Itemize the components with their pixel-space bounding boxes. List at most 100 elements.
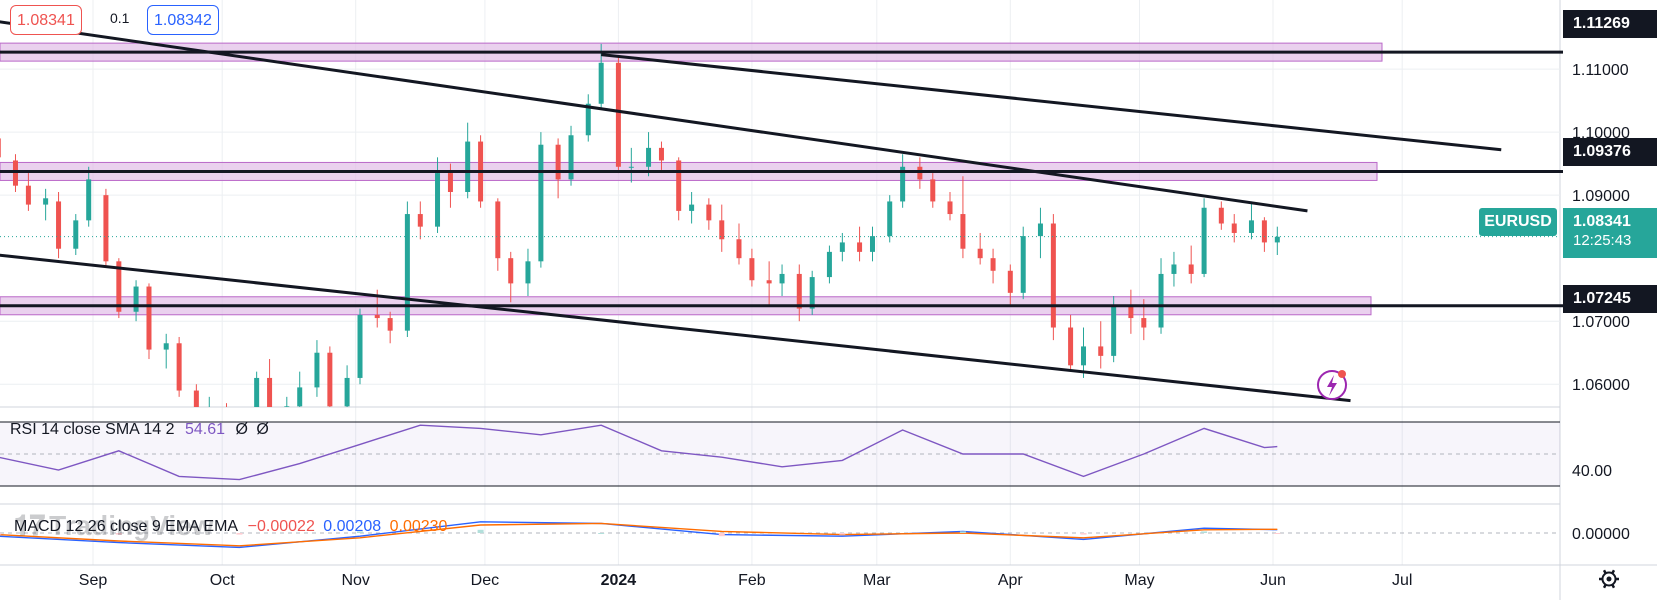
candle-body	[1201, 207, 1207, 274]
candle-body	[779, 273, 785, 284]
signal-line	[0, 522, 1278, 547]
candle-body	[12, 160, 18, 186]
macd-histogram-bar	[839, 533, 846, 535]
candle-body	[465, 141, 471, 192]
time-tick-label: Dec	[471, 572, 499, 589]
rsi-legend[interactable]: RSI 14 close SMA 14 2 54.61 Ø Ø	[10, 421, 269, 439]
candle-body	[555, 144, 561, 180]
candle-body	[43, 198, 49, 205]
gear-icon[interactable]	[1599, 569, 1619, 589]
alert-icon-bolt	[1327, 375, 1337, 396]
candle-body	[1111, 305, 1117, 356]
spread-label: 0.1	[110, 10, 130, 26]
candle-body	[146, 286, 152, 350]
candle-body	[56, 201, 62, 249]
candle-body	[447, 173, 453, 192]
time-tick-label: Jul	[1392, 572, 1412, 589]
rsi-legend-na1: Ø	[235, 421, 248, 438]
candle-body	[1068, 327, 1074, 366]
candle-body	[736, 239, 742, 259]
buy-price-badge[interactable]: 1.08342	[147, 5, 219, 35]
candle-body	[1218, 207, 1224, 224]
time-tick-label: Jun	[1260, 572, 1286, 589]
candle-body	[1248, 220, 1254, 233]
candle-body	[766, 280, 772, 284]
candle-body	[0, 138, 1, 158]
macd-legend-hist: −0.00022	[247, 518, 315, 535]
rsi-tick-label: 40.00	[1572, 463, 1612, 480]
candle-body	[930, 179, 936, 202]
time-tick-label: May	[1124, 572, 1154, 589]
candle-body	[1261, 220, 1267, 243]
candle-body	[525, 261, 531, 284]
candle-body	[628, 166, 634, 168]
candle-body	[133, 286, 139, 312]
candle-body	[615, 62, 621, 167]
level-tag-2: 1.09376	[1563, 138, 1657, 166]
lightning-alert-icon	[1317, 370, 1347, 400]
candle-body	[357, 314, 363, 378]
bar-countdown: 12:25:43	[1573, 232, 1632, 249]
macd-histogram-bar	[718, 533, 725, 537]
level-tag-1: 1.11269	[1563, 10, 1657, 38]
macd-histogram-bar	[598, 533, 605, 534]
candle-body	[254, 377, 260, 407]
candle-body	[495, 201, 501, 259]
candle-body	[284, 406, 290, 407]
candle-body	[344, 377, 350, 407]
candle-body	[1128, 305, 1134, 319]
macd-legend-name: MACD 12 26 close 9 EMA EMA	[14, 518, 238, 535]
candle-body	[749, 258, 755, 281]
macd-histogram-bar	[115, 533, 122, 535]
rsi-legend-value: 54.61	[184, 421, 226, 438]
candle-body	[917, 166, 923, 180]
candle-body	[900, 166, 906, 202]
candle-body	[1231, 223, 1237, 233]
alert-icon-dot	[1338, 370, 1346, 378]
price-tick-label: 1.09000	[1572, 188, 1630, 205]
sell-price-badge[interactable]: 1.08341	[10, 5, 82, 35]
candle-body	[538, 144, 544, 262]
candle-body	[103, 195, 109, 262]
macd-histogram-bar	[236, 533, 243, 535]
rsi-legend-na2: Ø	[256, 421, 269, 438]
time-tick-label: Apr	[998, 572, 1024, 589]
candle-body	[719, 220, 725, 240]
candle-body	[1171, 264, 1177, 274]
candle-body	[73, 220, 79, 249]
candle-body	[267, 377, 273, 407]
candle-body	[646, 147, 652, 167]
price-tick-label: 1.11000	[1572, 62, 1629, 79]
candle-body	[314, 352, 320, 388]
candle-body	[796, 273, 802, 309]
time-tick-label: Nov	[341, 572, 369, 589]
macd-tick-label: 0.00000	[1572, 526, 1630, 543]
macd-histogram-bar	[0, 533, 2, 535]
candle-body	[1020, 236, 1026, 293]
candle-body	[869, 236, 875, 252]
candle-body	[598, 62, 604, 104]
time-tick-label: Sep	[79, 572, 108, 589]
candle-body	[374, 314, 380, 319]
candle-body	[163, 343, 169, 350]
candle-body	[435, 173, 441, 227]
candle-body	[193, 390, 199, 407]
candle-body	[25, 185, 31, 205]
candle-body	[947, 201, 953, 215]
watermark-text: TradingView	[49, 510, 214, 541]
candle-body	[585, 103, 591, 136]
candle-body	[887, 201, 893, 237]
last-price: 1.08341	[1573, 213, 1631, 230]
tradingview-logo-icon: 𝟏𝟕	[14, 510, 46, 541]
candle-body	[297, 387, 303, 407]
trendline-2	[0, 253, 1351, 403]
candle-body	[568, 135, 574, 180]
candle-body	[990, 258, 996, 271]
candle-body	[689, 204, 695, 211]
macd-legend[interactable]: MACD 12 26 close 9 EMA EMA −0.00022 0.00…	[14, 518, 447, 536]
candle-body	[404, 214, 410, 331]
tradingview-watermark: 𝟏𝟕 TradingView	[14, 510, 214, 543]
candle-body	[387, 318, 393, 331]
candle-body	[176, 343, 182, 391]
